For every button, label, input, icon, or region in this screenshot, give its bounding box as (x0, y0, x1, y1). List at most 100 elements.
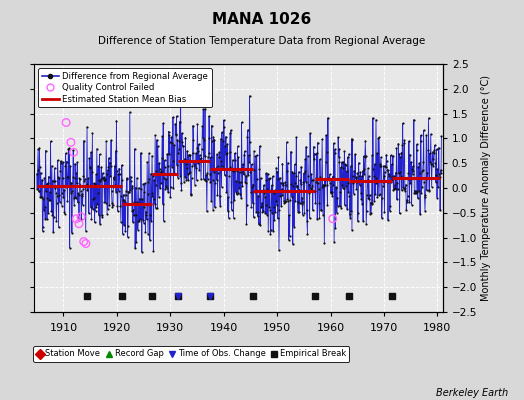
Point (118, 177, 126, 184)
Point (260, 194, 269, 200)
Point (41, 216, 49, 222)
Point (330, 140, 338, 146)
Point (431, 179, 440, 185)
Point (170, 142, 178, 148)
Point (128, 208, 136, 214)
Point (274, 154, 282, 160)
Point (284, 198, 292, 204)
Point (84, 183, 93, 190)
Point (126, 109, 134, 115)
Point (46, 197, 54, 203)
Point (330, 239, 339, 245)
Point (160, 174, 168, 181)
Point (208, 122, 216, 129)
Point (256, 143, 264, 149)
Point (383, 166, 391, 173)
Point (340, 165, 348, 172)
Point (63, 198, 72, 204)
Point (413, 188, 422, 195)
Point (104, 164, 113, 170)
Point (227, 206, 236, 213)
Point (71, 160, 79, 167)
Point (73, 199, 82, 206)
Point (422, 132, 431, 138)
Point (404, 176, 412, 182)
Point (133, 199, 141, 206)
Point (424, 146, 432, 153)
Point (398, 187, 406, 194)
Point (421, 208, 429, 214)
Point (87, 149, 95, 155)
Point (117, 193, 126, 199)
Point (342, 168, 351, 174)
Point (423, 175, 432, 182)
Point (302, 207, 311, 213)
Point (345, 293, 354, 299)
Point (370, 198, 378, 204)
Point (163, 162, 172, 169)
Point (406, 152, 414, 158)
Point (435, 170, 443, 177)
Point (259, 187, 267, 194)
Point (61, 150, 70, 156)
Point (245, 152, 253, 159)
Point (75, 220, 83, 227)
Point (118, 293, 126, 299)
Point (187, 191, 195, 198)
Point (167, 134, 176, 140)
Text: 1910: 1910 (49, 323, 78, 333)
Point (326, 190, 335, 196)
Point (235, 185, 244, 191)
Point (40, 206, 48, 213)
Point (237, 119, 246, 126)
Point (188, 175, 196, 181)
Point (436, 207, 444, 214)
Point (194, 141, 203, 148)
Point (111, 182, 119, 188)
Point (274, 215, 282, 222)
Point (59, 194, 68, 200)
Point (307, 185, 315, 192)
Point (107, 188, 116, 194)
Point (417, 132, 425, 138)
Point (141, 180, 149, 186)
Point (391, 182, 399, 189)
Point (331, 150, 339, 156)
Point (272, 202, 281, 208)
Point (369, 166, 377, 172)
Point (387, 178, 395, 185)
Point (312, 179, 320, 185)
Point (86, 164, 94, 170)
Point (372, 180, 380, 186)
Point (147, 190, 156, 196)
Point (380, 209, 389, 216)
Point (345, 151, 353, 157)
Point (278, 192, 286, 198)
Point (253, 176, 261, 182)
Point (355, 182, 364, 188)
Point (54, 174, 62, 180)
Point (193, 145, 201, 152)
Point (310, 150, 319, 157)
Point (37, 193, 46, 200)
Point (258, 209, 267, 215)
Point (187, 192, 195, 198)
Point (159, 120, 167, 126)
Point (185, 170, 194, 176)
Point (402, 207, 410, 213)
Point (339, 159, 347, 165)
Point (143, 159, 151, 165)
Point (415, 160, 423, 166)
Point (45, 197, 53, 203)
Point (323, 182, 331, 189)
Point (296, 200, 304, 206)
Point (69, 174, 77, 180)
Point (434, 184, 442, 191)
Point (113, 168, 121, 174)
Point (212, 166, 220, 172)
Point (172, 132, 180, 138)
Point (206, 171, 214, 178)
Point (186, 152, 194, 158)
Point (387, 161, 396, 168)
Point (143, 216, 151, 223)
